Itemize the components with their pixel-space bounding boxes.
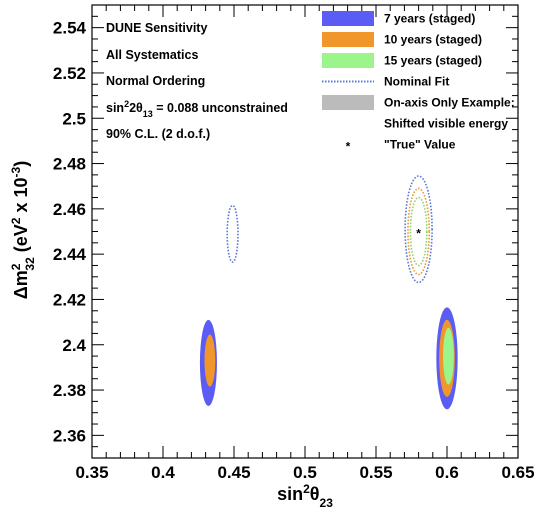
annotation-block: DUNE Sensitivity All Systematics Normal … <box>106 21 288 141</box>
legend: 7 years (staged) 10 years (staged) 15 year… <box>322 11 515 154</box>
x-tick-label: 0.35 <box>75 463 108 482</box>
y-axis-title: Δm232 (eV2 x 10-3) <box>9 161 37 299</box>
x-tick-label: 0.45 <box>217 463 250 482</box>
legend-swatch <box>322 95 374 110</box>
legend-swatch <box>322 32 374 47</box>
nominal-contour-3-0 <box>226 204 239 263</box>
legend-label: Nominal Fit <box>384 75 449 89</box>
legend-label: Shifted visible energy <box>384 117 508 131</box>
x-tick-label: 0.6 <box>435 463 459 482</box>
legend-label: On-axis Only Example: <box>384 96 515 110</box>
y-tick-label: 2.36 <box>53 426 86 445</box>
annotation-line-1: DUNE Sensitivity <box>106 21 207 35</box>
nominal-contour-3-1 <box>404 175 433 284</box>
legend-label: 7 years (staged) <box>384 12 475 26</box>
legend-marker: * <box>346 140 351 154</box>
legend-swatch <box>322 53 374 68</box>
x-tick-label: 0.55 <box>359 463 392 482</box>
legend-label: 15 years (staged) <box>384 54 482 68</box>
nominal-contour-3-3 <box>409 196 428 267</box>
x-axis-title: sin2θ23 <box>277 482 333 510</box>
y-tick-label: 2.5 <box>62 109 86 128</box>
contour-1-0 <box>204 334 216 387</box>
legend-label: "True" Value <box>384 138 456 152</box>
annotation-line-5: 90% C.L. (2 d.o.f.) <box>106 127 210 141</box>
contours-layer <box>199 175 458 410</box>
x-tick-label: 0.4 <box>151 463 175 482</box>
annotation-line-2: All Systematics <box>106 48 198 62</box>
y-tick-label: 2.48 <box>53 155 86 174</box>
contour-2-0 <box>443 327 454 385</box>
legend-label: 10 years (staged) <box>384 33 482 47</box>
y-tick-label: 2.38 <box>53 381 86 400</box>
y-tick-label: 2.42 <box>53 290 86 309</box>
y-tick-label: 2.52 <box>53 64 86 83</box>
nominal-contour-3-2 <box>407 187 431 276</box>
true-value-marker: * <box>416 227 421 241</box>
annotation-line-4: sin22θ13 = 0.088 unconstrained <box>106 99 288 119</box>
x-tick-label: 0.65 <box>501 463 534 482</box>
y-tick-label: 2.54 <box>53 19 87 38</box>
y-tick-label: 2.44 <box>53 245 87 264</box>
annotation-line-3: Normal Ordering <box>106 74 205 88</box>
y-tick-label: 2.46 <box>53 200 86 219</box>
x-tick-label: 0.5 <box>293 463 317 482</box>
x-axis-ticks: 0.35 0.4 0.45 0.5 0.55 0.6 0.65 <box>75 5 535 482</box>
y-axis-ticks: 2.36 2.38 2.4 2.42 2.44 2.46 2.48 2.5 2.52 2.54 <box>53 4 518 459</box>
y-tick-label: 2.4 <box>62 336 86 355</box>
legend-swatch <box>322 11 374 26</box>
